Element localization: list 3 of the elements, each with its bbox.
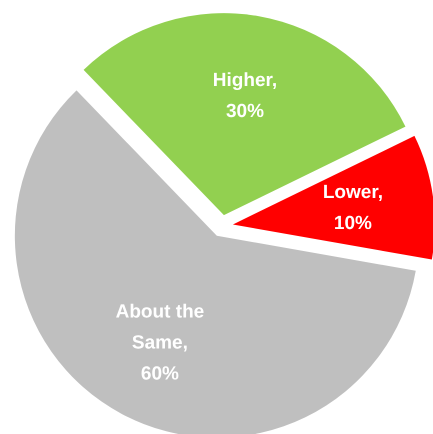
slice-label: Lower, 10% [322, 180, 384, 236]
slice-label: About the Same, 60% [114, 300, 206, 386]
slice-label: Higher, 30% [212, 68, 278, 124]
